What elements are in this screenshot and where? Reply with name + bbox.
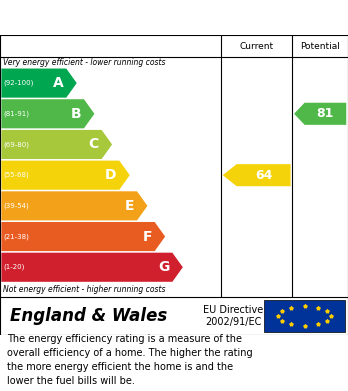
Text: 81: 81: [317, 107, 334, 120]
Text: D: D: [105, 168, 117, 182]
Text: (55-68): (55-68): [3, 172, 29, 178]
Text: Not energy efficient - higher running costs: Not energy efficient - higher running co…: [3, 285, 166, 294]
Text: A: A: [53, 76, 63, 90]
Text: The energy efficiency rating is a measure of the
overall efficiency of a home. T: The energy efficiency rating is a measur…: [7, 334, 253, 386]
Text: Very energy efficient - lower running costs: Very energy efficient - lower running co…: [3, 58, 166, 67]
Text: B: B: [71, 107, 81, 121]
Text: (69-80): (69-80): [3, 141, 30, 148]
Text: C: C: [89, 138, 99, 151]
Text: EU Directive
2002/91/EC: EU Directive 2002/91/EC: [203, 305, 263, 327]
FancyBboxPatch shape: [264, 300, 345, 332]
Text: (81-91): (81-91): [3, 111, 30, 117]
Text: (39-54): (39-54): [3, 203, 29, 209]
Text: Energy Efficiency Rating: Energy Efficiency Rating: [7, 10, 217, 25]
Text: (21-38): (21-38): [3, 233, 29, 240]
Text: G: G: [158, 260, 169, 274]
Polygon shape: [1, 68, 77, 98]
Text: F: F: [142, 230, 152, 244]
Text: (1-20): (1-20): [3, 264, 25, 271]
Polygon shape: [1, 191, 148, 221]
Text: England & Wales: England & Wales: [10, 307, 168, 325]
Polygon shape: [1, 99, 94, 128]
Polygon shape: [1, 130, 112, 159]
Polygon shape: [223, 164, 291, 186]
Text: 64: 64: [255, 169, 272, 182]
Polygon shape: [1, 222, 165, 251]
Polygon shape: [294, 103, 346, 125]
Text: E: E: [125, 199, 134, 213]
Polygon shape: [1, 253, 183, 282]
Text: (92-100): (92-100): [3, 80, 34, 86]
Text: Potential: Potential: [300, 41, 340, 51]
Text: Current: Current: [239, 41, 274, 51]
Polygon shape: [1, 161, 130, 190]
